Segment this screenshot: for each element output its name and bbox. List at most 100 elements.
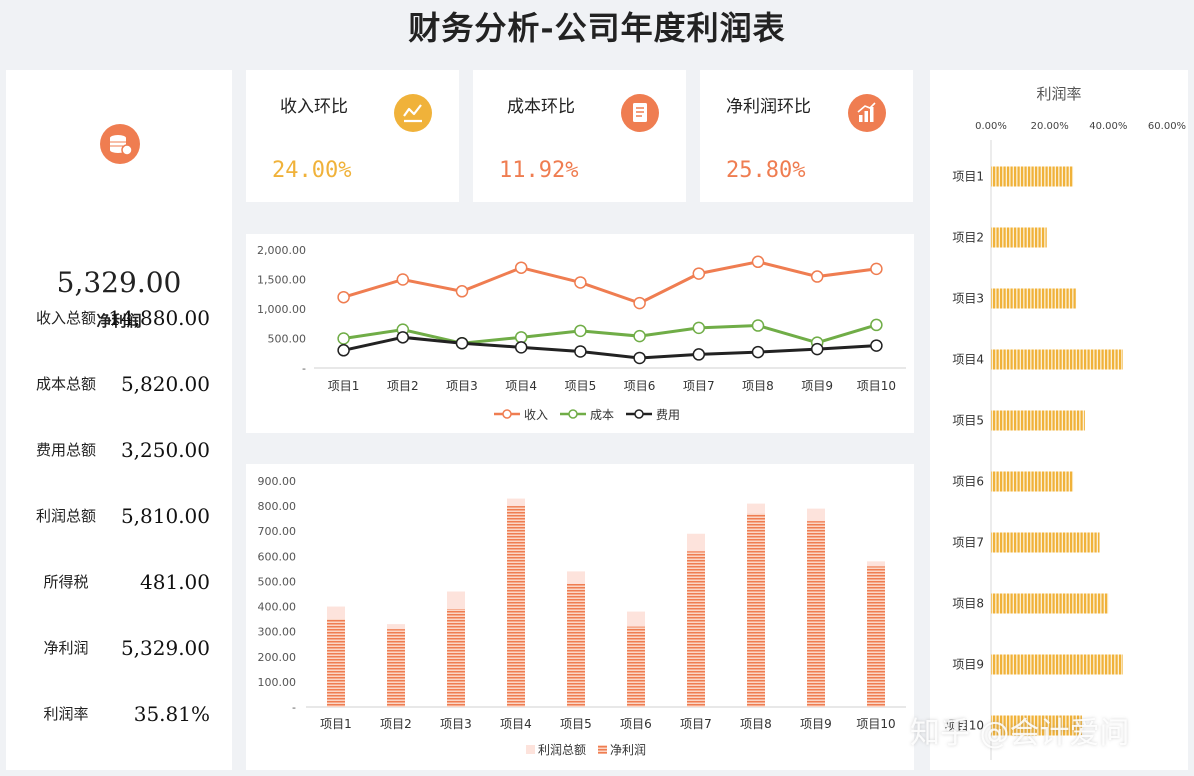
data-point [574, 276, 587, 289]
data-point [810, 342, 824, 356]
x-tick-label: 项目10 [857, 379, 896, 393]
bar-profit-rate [991, 166, 1074, 187]
legend-label: 利润总额 [538, 743, 586, 757]
x-tick-label: 项目2 [387, 379, 419, 393]
bar-net-profit [387, 629, 405, 707]
bar-profit-rate [991, 410, 1085, 431]
bar-profit-rate [991, 227, 1047, 248]
chart-title: 利润率 [1036, 85, 1081, 103]
bar-net-profit [687, 551, 705, 707]
x-tick-label: 项目6 [620, 717, 652, 731]
bar-profit-rate [991, 532, 1100, 553]
x-tick-label: 项目4 [505, 379, 537, 393]
summary-value: 35.81% [133, 702, 210, 726]
legend-label: 成本 [590, 408, 614, 422]
bar-chart-panel: - 100.00 200.00 300.00 400.00 500.00 600.00 700… [246, 464, 914, 770]
profit-rate-panel: 利润率 0.00% 20.00% 40.00% 60.00% 项目1 项目2 项目3 项目4 项目… [930, 70, 1188, 770]
summary-value: 14,880.00 [108, 306, 210, 330]
legend-marker [502, 409, 512, 419]
x-tick-label: 60.00% [1148, 121, 1186, 132]
legend-label: 收入 [524, 408, 548, 422]
data-point [810, 270, 824, 283]
bar-net-profit [747, 513, 765, 707]
x-tick-label: 项目9 [801, 379, 833, 393]
card-label: 成本环比 [507, 97, 575, 117]
summary-row-profit-rate: 利润率 35.81% [6, 699, 232, 729]
y-tick-label: 项目2 [952, 231, 984, 245]
y-tick-label: 800.00 [258, 500, 297, 513]
y-tick-label: 500.00 [268, 333, 307, 346]
bar-chart: - 100.00 200.00 300.00 400.00 500.00 600.00 700… [258, 475, 906, 757]
data-point [514, 341, 528, 354]
legend-swatch [526, 745, 535, 754]
summary-label: 净利润 [43, 639, 89, 657]
summary-value: 3,250.00 [120, 438, 210, 462]
legend-marker [634, 409, 644, 419]
x-tick-label: 项目4 [500, 717, 532, 731]
summary-label: 利润率 [43, 705, 89, 723]
summary-row-income-tax: 所得税 481.00 [6, 567, 232, 597]
x-tick-label: 项目7 [683, 379, 715, 393]
data-point [870, 318, 883, 332]
x-tick-label: 40.00% [1089, 121, 1127, 132]
bar-net-profit [807, 521, 825, 707]
legend-marker [568, 409, 578, 419]
y-tick-label: 项目3 [952, 292, 984, 306]
summary-label: 成本总额 [35, 375, 96, 393]
summary-row-revenue: 收入总额 14,880.00 [6, 303, 232, 333]
summary-label: 利润总额 [35, 507, 96, 525]
data-point [337, 344, 350, 357]
y-tick-label: 2,000.00 [257, 244, 306, 257]
data-point [337, 290, 350, 304]
y-tick-label: - [292, 701, 296, 714]
card-label: 收入环比 [280, 97, 348, 117]
y-tick-label: 1,500.00 [257, 274, 306, 287]
bar-net-profit [327, 619, 345, 707]
summary-label: 收入总额 [35, 309, 96, 327]
y-tick-label: 700.00 [258, 525, 297, 538]
x-tick-label: 项目3 [446, 379, 478, 393]
data-point [751, 319, 765, 332]
x-tick-label: 20.00% [1031, 121, 1069, 132]
x-tick-label: 项目9 [800, 717, 832, 731]
data-point [396, 331, 410, 344]
trend-chart-icon [394, 94, 432, 132]
data-point [751, 255, 765, 269]
x-tick-label: 项目1 [328, 379, 360, 393]
page-title: 财务分析-公司年度利润表 [408, 9, 786, 47]
y-tick-label: 项目8 [952, 597, 984, 611]
bar-net-profit [447, 609, 465, 707]
bar-profit-rate [991, 349, 1123, 370]
net-profit-label: 净利润 [96, 312, 142, 330]
x-tick-label: 项目8 [740, 717, 772, 731]
data-point [633, 329, 646, 343]
card-cost-mom: 成本环比 11.92% [473, 70, 686, 202]
coins-icon [100, 124, 140, 164]
x-tick-label: 项目3 [440, 717, 472, 731]
y-tick-label: 项目1 [952, 170, 984, 184]
data-point [633, 351, 646, 365]
y-tick-label: 500.00 [258, 575, 297, 588]
y-tick-label: 400.00 [258, 601, 297, 614]
y-tick-label: - [302, 362, 306, 375]
profit-rate-chart: 利润率 0.00% 20.00% 40.00% 60.00% 项目1 项目2 项目3 项目4 项目… [945, 85, 1186, 760]
summary-label: 费用总额 [35, 441, 96, 459]
bar-net-profit [867, 566, 885, 707]
summary-row-net-profit: 净利润 5,329.00 [6, 633, 232, 663]
data-point [455, 336, 469, 350]
x-tick-label: 项目10 [856, 717, 895, 731]
bar-profit-rate [991, 288, 1077, 309]
series-line-3 [343, 335, 877, 360]
data-point [870, 262, 883, 276]
y-tick-label: 1,000.00 [257, 303, 306, 316]
y-tick-label: 项目9 [952, 658, 984, 672]
data-point [870, 339, 883, 352]
data-point [692, 321, 706, 335]
y-tick-label: 300.00 [258, 626, 297, 639]
line-chart: - 500.00 1,000.00 1,500.00 2,000.00 项目1 项目2 项目3… [257, 244, 906, 422]
x-tick-label: 项目6 [624, 379, 656, 393]
legend-swatch [598, 745, 607, 754]
series-line-2 [343, 323, 877, 345]
summary-panel: 5,329.00 净利润 收入总额 14,880.00 成本总额 5,820.0… [6, 70, 232, 770]
x-tick-label: 项目8 [742, 379, 774, 393]
